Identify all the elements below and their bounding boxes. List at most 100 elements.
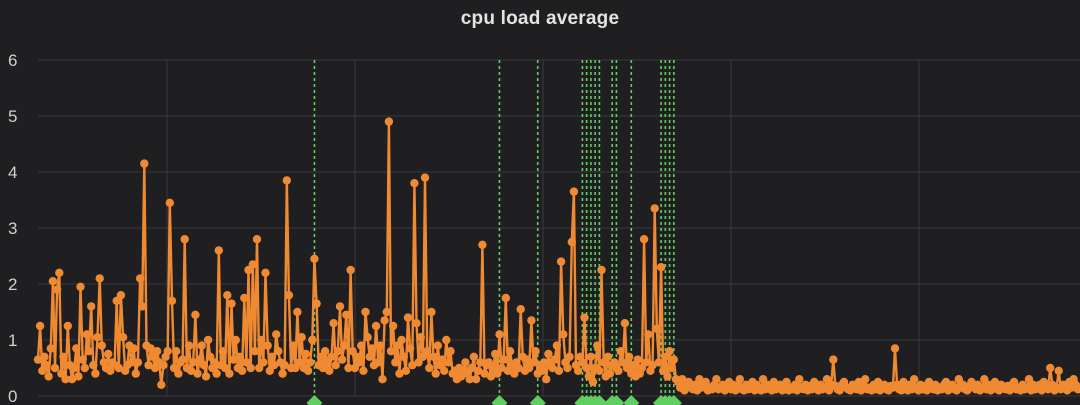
data-point (486, 372, 496, 381)
data-point (1075, 383, 1080, 392)
data-point (365, 352, 374, 361)
data-point (480, 369, 489, 378)
data-point (499, 355, 508, 364)
annotation-marker (591, 395, 608, 405)
data-point (461, 358, 470, 367)
y-tick-label: 5 (8, 107, 17, 126)
data-point (248, 260, 257, 269)
data-point (227, 299, 236, 308)
data-point (644, 330, 653, 339)
data-point (388, 321, 398, 331)
data-point (399, 352, 408, 361)
data-point (133, 358, 143, 367)
data-point (167, 296, 177, 305)
data-point (189, 358, 198, 367)
data-point (563, 363, 572, 373)
data-point (614, 366, 623, 375)
data-point (416, 333, 425, 342)
data-point (140, 159, 149, 168)
data-point (371, 321, 381, 331)
data-point (301, 349, 311, 359)
data-point (431, 369, 440, 378)
data-point (80, 363, 90, 373)
data-point (40, 352, 49, 361)
annotation-markers (306, 60, 682, 405)
data-point (471, 375, 481, 384)
data-point (374, 358, 383, 367)
data-point (82, 330, 92, 339)
data-point (78, 355, 87, 364)
data-point (423, 347, 432, 356)
data-point (331, 361, 340, 370)
data-point (433, 341, 442, 350)
data-point (405, 344, 415, 353)
data-point (386, 347, 396, 356)
data-point (278, 369, 287, 378)
data-point (346, 265, 355, 275)
data-point (603, 352, 613, 361)
data-point (72, 344, 81, 353)
data-point (44, 372, 53, 381)
data-point (425, 363, 434, 373)
data-point (193, 369, 202, 378)
data-point (184, 341, 194, 350)
data-point (67, 375, 77, 384)
data-point (310, 254, 319, 263)
data-point (478, 240, 487, 249)
data-point (252, 235, 262, 244)
data-point (1054, 366, 1063, 375)
data-point (87, 302, 96, 311)
data-point (548, 363, 557, 373)
data-point (135, 274, 145, 283)
y-axis-ticks: 0 1 2 3 4 5 6 (8, 51, 17, 405)
data-point (361, 307, 370, 317)
data-point (497, 363, 506, 373)
data-point (588, 377, 598, 387)
data-point (303, 366, 313, 375)
data-point (890, 344, 900, 353)
y-tick-label: 6 (8, 51, 17, 70)
data-point (593, 341, 602, 350)
data-point (354, 358, 364, 367)
data-point (240, 293, 249, 303)
data-point (157, 380, 166, 389)
data-point (554, 366, 564, 375)
data-point (174, 369, 183, 378)
data-point (274, 347, 283, 356)
data-point (652, 324, 661, 333)
data-point (663, 372, 672, 381)
data-point (159, 361, 168, 370)
data-point (633, 355, 642, 364)
data-point (380, 316, 389, 325)
data-point (229, 355, 238, 364)
data-point (359, 366, 368, 375)
data-point (656, 263, 666, 272)
data-point (605, 369, 615, 378)
data-point (440, 366, 449, 375)
data-point (569, 187, 579, 196)
data-point (495, 330, 504, 339)
data-point (363, 333, 372, 342)
data-point (225, 369, 234, 378)
data-point (429, 352, 438, 361)
data-point (308, 335, 317, 345)
data-point (476, 358, 485, 367)
data-point (237, 366, 247, 375)
data-point (565, 352, 574, 361)
data-point (284, 291, 294, 300)
data-point (582, 363, 591, 373)
data-point (829, 355, 838, 364)
data-point (542, 375, 551, 384)
data-point (539, 358, 549, 367)
data-point (144, 361, 153, 370)
data-point (180, 235, 189, 244)
data-point (127, 358, 136, 367)
data-point (93, 333, 102, 342)
data-point (559, 330, 568, 339)
data-point (446, 347, 455, 356)
data-point (650, 204, 659, 213)
y-tick-label: 3 (8, 219, 17, 238)
data-point (114, 363, 124, 373)
